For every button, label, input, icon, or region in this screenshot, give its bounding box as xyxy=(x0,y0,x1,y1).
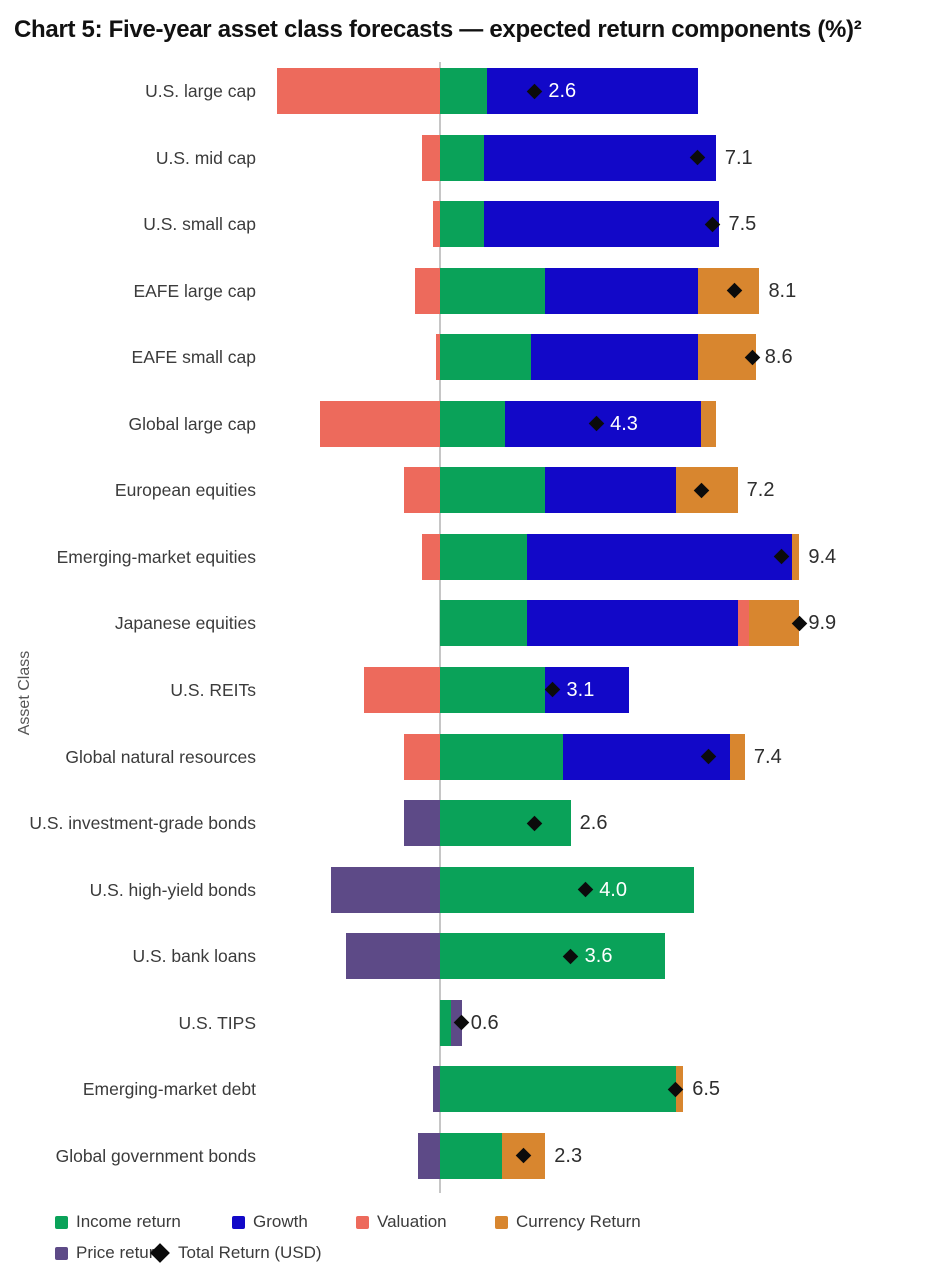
bar-segment-income xyxy=(440,334,531,381)
bar-segment-price xyxy=(403,800,440,847)
bar-segment-growth xyxy=(483,201,720,248)
total-return-value: 4.3 xyxy=(610,412,638,435)
bar-segment-valuation xyxy=(363,666,440,713)
bar-segment-income xyxy=(440,866,695,913)
category-label: U.S. small cap xyxy=(143,214,256,235)
bar-segment-currency xyxy=(792,533,800,580)
bar-segment-growth xyxy=(530,334,698,381)
bar-segment-price xyxy=(345,933,440,980)
bar-segment-currency xyxy=(730,733,745,780)
category-label: European equities xyxy=(114,480,256,501)
legend-item-valuation: Valuation xyxy=(356,1212,447,1232)
bar-segment-valuation xyxy=(421,533,440,580)
category-label: Japanese equities xyxy=(114,613,256,634)
bar-segment-growth xyxy=(545,467,676,514)
total-return-value: 6.5 xyxy=(692,1078,721,1101)
bar-segment-income xyxy=(440,600,528,647)
category-label: U.S. REITs xyxy=(170,679,256,700)
bar-segment-growth xyxy=(527,600,738,647)
total-return-value: 2.3 xyxy=(554,1144,583,1167)
bar-segment-income xyxy=(440,467,546,514)
category-label: Global government bonds xyxy=(55,1145,256,1166)
total-return-value: 7.4 xyxy=(753,745,782,768)
bar-segment-income xyxy=(440,666,546,713)
growth-swatch-icon xyxy=(232,1215,245,1229)
category-label: U.S. TIPS xyxy=(178,1012,256,1033)
total-return-value: 7.2 xyxy=(746,479,775,502)
bar-segment-income xyxy=(440,201,484,248)
legend-label: Growth xyxy=(253,1212,308,1231)
bar-segment-income xyxy=(440,800,571,847)
bar-segment-income xyxy=(440,400,506,447)
category-label: EAFE small cap xyxy=(131,347,256,368)
valuation-swatch-icon xyxy=(356,1215,369,1229)
bar-segment-valuation xyxy=(276,68,440,114)
bar-segment-income xyxy=(440,1132,502,1179)
legend-item-total: Total Return (USD) xyxy=(150,1243,322,1263)
total-return-value: 7.5 xyxy=(728,213,757,236)
category-label: Global large cap xyxy=(128,413,256,434)
bar-segment-growth xyxy=(483,134,716,181)
bar-segment-income xyxy=(440,533,528,580)
legend-item-currency: Currency Return xyxy=(495,1212,641,1232)
bar-segment-growth xyxy=(487,68,698,114)
bar-segment-valuation xyxy=(320,400,440,447)
bar-segment-valuation xyxy=(737,600,749,647)
legend-item-price: Price return xyxy=(55,1243,164,1263)
total-return-value: 3.6 xyxy=(584,945,613,968)
bar-segment-valuation xyxy=(432,201,440,248)
total-return-value: 4.0 xyxy=(599,878,627,901)
bar-segment-price xyxy=(331,866,440,913)
category-label: Global natural resources xyxy=(65,746,256,767)
legend-label: Total Return (USD) xyxy=(178,1243,322,1262)
category-label: U.S. bank loans xyxy=(132,946,256,967)
bar-segment-income xyxy=(440,68,488,114)
legend-label: Price return xyxy=(76,1243,164,1262)
total-return-value: 8.6 xyxy=(764,346,793,369)
bar-segment-income xyxy=(440,267,546,314)
bar-segment-valuation xyxy=(403,733,440,780)
bar-segment-valuation xyxy=(436,334,440,381)
category-label: U.S. large cap xyxy=(145,81,256,101)
bar-segment-income xyxy=(440,134,484,181)
bar-segment-valuation xyxy=(403,467,440,514)
legend-item-income: Income return xyxy=(55,1212,181,1232)
currency-swatch-icon xyxy=(495,1215,508,1229)
bar-segment-growth xyxy=(527,533,793,580)
total-return-value: 2.6 xyxy=(548,80,577,102)
bar-segment-valuation xyxy=(414,267,440,314)
total-return-value: 7.1 xyxy=(724,146,753,169)
category-label: Emerging-market equities xyxy=(56,546,256,567)
bar-segment-income xyxy=(440,933,666,980)
bar-segment-growth xyxy=(545,267,698,314)
total-return-value: 8.1 xyxy=(768,279,797,302)
bar-segment-income xyxy=(440,1066,676,1113)
bar-segment-price xyxy=(418,1132,440,1179)
category-label: U.S. mid cap xyxy=(155,147,256,168)
bar-segment-price xyxy=(432,1066,440,1113)
chart-title: Chart 5: Five-year asset class forecasts… xyxy=(14,16,862,43)
total-return-value: 2.6 xyxy=(579,812,608,835)
legend-label: Currency Return xyxy=(516,1212,641,1231)
total-return-value: 0.6 xyxy=(470,1011,499,1034)
bar-segment-valuation xyxy=(421,134,440,181)
total-return-value: 9.9 xyxy=(808,612,837,635)
category-label: U.S. high-yield bonds xyxy=(89,879,256,900)
income-swatch-icon xyxy=(55,1215,68,1229)
category-label: EAFE large cap xyxy=(133,280,256,301)
category-label: Emerging-market debt xyxy=(82,1079,256,1100)
total-return-diamond-icon xyxy=(150,1243,170,1263)
bar-segment-income xyxy=(440,999,451,1046)
price-swatch-icon xyxy=(55,1246,68,1260)
bar-segment-currency xyxy=(748,600,800,647)
legend-label: Income return xyxy=(76,1212,181,1231)
legend-label: Valuation xyxy=(377,1212,447,1231)
bar-segment-currency xyxy=(701,400,716,447)
total-return-value: 9.4 xyxy=(808,545,837,568)
bar-segment-income xyxy=(440,733,564,780)
total-return-value: 3.1 xyxy=(566,678,595,701)
category-label: U.S. investment-grade bonds xyxy=(29,813,256,834)
legend-item-growth: Growth xyxy=(232,1212,308,1232)
